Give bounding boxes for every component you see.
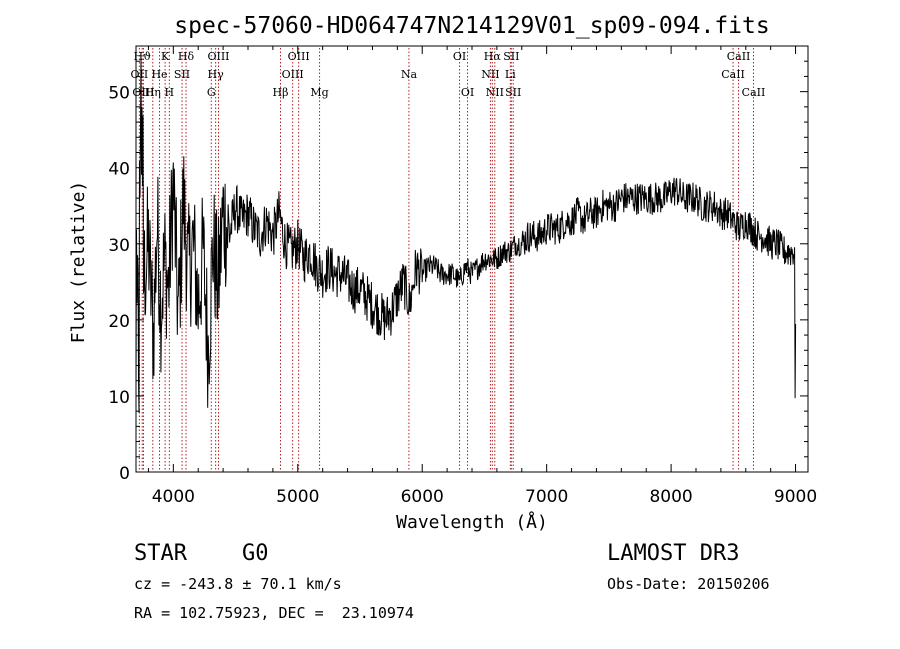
spectral-line-label: OIII <box>132 86 154 99</box>
y-tick-label: 30 <box>108 236 130 256</box>
spectral-line-label: NII <box>486 86 504 99</box>
spectral-line-label: SII <box>174 68 190 81</box>
spectral-line-label: K <box>161 50 170 63</box>
y-tick-label: 50 <box>108 84 130 104</box>
y-tick-label: 0 <box>119 464 130 484</box>
spectral-line-label: OIII <box>288 50 310 63</box>
x-tick-label: 5000 <box>276 487 319 507</box>
spectral-line-label: Na <box>401 68 418 81</box>
spectral-line-markers <box>138 48 754 472</box>
observation-date: Obs-Date: 20150206 <box>607 575 770 593</box>
spectral-line-labels: Hϑ OII OIII K He Hη Hδ SII H OIII Hγ G OIII OIII Hβ Mg N… <box>131 50 766 99</box>
object-subclass: G0 <box>242 541 269 566</box>
spectral-line-label: OIII <box>282 68 304 81</box>
spectral-line-label: Hβ <box>273 86 289 99</box>
spectral-line-label: CaII <box>721 68 745 81</box>
spectral-line-label: OI <box>453 50 466 63</box>
x-tick-label: 4000 <box>152 487 195 507</box>
y-tick-label: 20 <box>108 312 130 332</box>
spectral-line-label: Hα <box>484 50 502 63</box>
plot-frame <box>135 45 809 473</box>
spectrum-line <box>135 53 797 413</box>
spectral-line-label: OIII <box>207 50 229 63</box>
spectral-line-label: Hγ <box>208 68 225 81</box>
spectral-line-label: G <box>207 86 216 99</box>
spectral-line-label: OII <box>131 68 149 81</box>
x-tick-label: 6000 <box>401 487 444 507</box>
y-tick-label: 40 <box>108 160 130 180</box>
spectral-line-label: NII <box>481 68 499 81</box>
sky-coordinates: RA = 102.75923, DEC = 23.10974 <box>134 604 414 622</box>
x-tick-label: 9000 <box>774 487 817 507</box>
spectral-line-label: Hϑ <box>133 50 151 63</box>
chart-title: spec-57060-HD064747N214129V01_sp09-094.f… <box>174 13 769 39</box>
x-axis-label: Wavelength (Å) <box>396 511 548 533</box>
x-axis-ticks: 4000 5000 6000 7000 8000 9000 <box>147 46 817 507</box>
spectral-line-label: CaII <box>742 86 766 99</box>
spectral-line-label: SII <box>505 86 521 99</box>
redshift-velocity: cz = -243.8 ± 70.1 km/s <box>134 575 342 593</box>
spectral-line-label: H <box>165 86 175 99</box>
survey-name: LAMOST DR3 <box>607 541 740 566</box>
spectral-line-label: Hη <box>145 86 161 99</box>
object-class: STAR <box>134 541 187 566</box>
y-axis-label: Flux (relative) <box>68 181 89 344</box>
spectral-line-label: SII <box>503 50 519 63</box>
spectral-line-label: OI <box>461 86 474 99</box>
y-axis-ticks: 0 10 20 30 40 50 <box>108 60 808 484</box>
spectral-line-label: CaII <box>727 50 751 63</box>
spectral-line-label: Mg <box>310 86 328 99</box>
spectral-line-label: Li <box>505 68 516 81</box>
x-tick-label: 7000 <box>525 487 568 507</box>
spectral-line-label: Hδ <box>178 50 195 63</box>
spectral-line-label: He <box>151 68 167 81</box>
x-tick-label: 8000 <box>649 487 692 507</box>
y-tick-label: 10 <box>108 388 130 408</box>
